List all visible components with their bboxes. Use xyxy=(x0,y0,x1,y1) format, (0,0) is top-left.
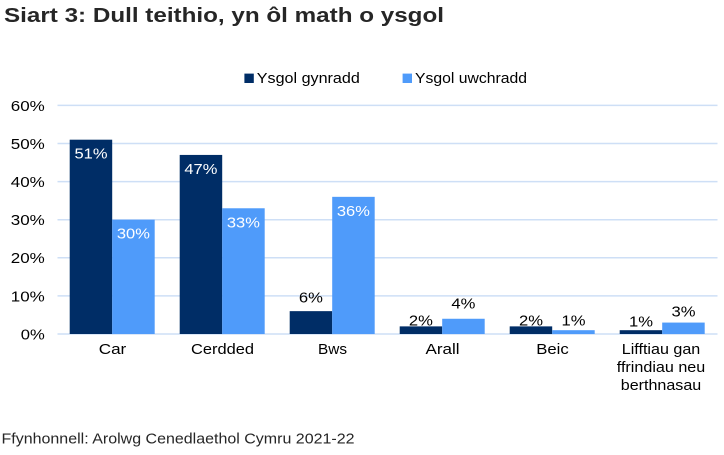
svg-text:40%: 40% xyxy=(11,175,45,191)
svg-text:Ysgol gynradd: Ysgol gynradd xyxy=(257,71,360,87)
svg-text:Beic: Beic xyxy=(536,342,569,358)
svg-text:4%: 4% xyxy=(451,297,475,313)
svg-text:2%: 2% xyxy=(519,313,543,329)
svg-text:berthnasau: berthnasau xyxy=(621,378,702,394)
svg-text:ffrindiau neu: ffrindiau neu xyxy=(617,360,706,376)
svg-text:Car: Car xyxy=(99,342,127,358)
svg-text:Ffynhonnell: Arolwg Cenedlaeth: Ffynhonnell: Arolwg Cenedlaethol Cymru 2… xyxy=(2,431,355,448)
svg-text:20%: 20% xyxy=(11,251,45,267)
svg-text:33%: 33% xyxy=(227,215,260,231)
svg-text:10%: 10% xyxy=(11,289,45,305)
svg-text:Cerdded: Cerdded xyxy=(191,342,254,358)
svg-text:47%: 47% xyxy=(184,162,217,178)
svg-text:Lifftiau gan: Lifftiau gan xyxy=(622,342,701,358)
svg-text:1%: 1% xyxy=(562,313,586,329)
svg-text:1%: 1% xyxy=(629,314,653,330)
svg-text:60%: 60% xyxy=(11,99,45,115)
svg-text:Arall: Arall xyxy=(426,342,460,358)
svg-text:0%: 0% xyxy=(21,327,45,343)
svg-text:50%: 50% xyxy=(11,137,45,153)
svg-text:6%: 6% xyxy=(299,291,323,307)
svg-text:Ysgol uwchradd: Ysgol uwchradd xyxy=(415,71,527,87)
svg-text:3%: 3% xyxy=(672,304,696,320)
svg-text:Bws: Bws xyxy=(318,342,347,358)
svg-text:30%: 30% xyxy=(11,213,45,229)
svg-text:51%: 51% xyxy=(75,147,108,163)
svg-text:36%: 36% xyxy=(337,204,370,220)
svg-text:Siart 3: Dull teithio, yn ôl m: Siart 3: Dull teithio, yn ôl math o ysgo… xyxy=(4,4,444,27)
svg-text:30%: 30% xyxy=(117,227,150,243)
svg-text:2%: 2% xyxy=(409,313,433,329)
